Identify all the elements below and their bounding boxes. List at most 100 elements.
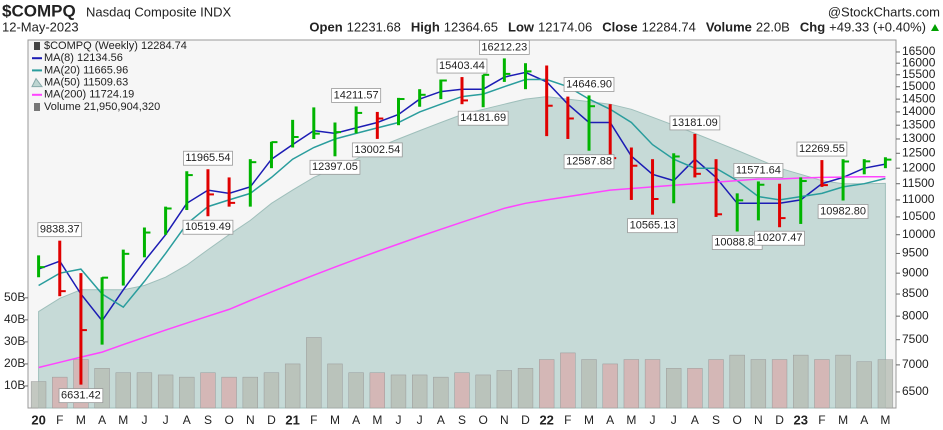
x-tick-label: O xyxy=(733,413,742,427)
x-tick-label: N xyxy=(754,413,763,427)
annotation: 13181.09 xyxy=(672,117,718,129)
x-tick-label: A xyxy=(606,413,614,427)
annotation-box xyxy=(733,163,784,178)
volume-bar xyxy=(771,359,788,409)
volume-bar xyxy=(348,372,364,409)
annotation-box xyxy=(351,142,403,158)
annotation-box xyxy=(183,150,233,166)
annotation-box xyxy=(37,222,83,238)
annotation: 9838.37 xyxy=(40,224,80,236)
volume-bar xyxy=(30,381,47,409)
annotation: 12397.05 xyxy=(312,161,358,173)
x-tick-label: A xyxy=(352,413,360,427)
volume-bar xyxy=(496,370,513,409)
legend-entry: Volume 21,950,904,320 xyxy=(44,101,160,113)
x-tick-label: 21 xyxy=(285,412,299,427)
x-tick-label: A xyxy=(183,413,191,427)
y-tick-label: 11000 xyxy=(902,192,935,206)
legend-entry: MA(8) 12134.56 xyxy=(44,52,123,64)
quote-label: Low xyxy=(508,19,535,34)
y2-tick-label: 30B xyxy=(4,334,25,348)
volume-bar xyxy=(708,359,724,409)
y-tick-label: 10500 xyxy=(902,209,936,223)
subtitle: Nasdaq Composite INDX xyxy=(86,4,232,19)
y-tick-label: 10000 xyxy=(902,227,936,241)
annotation-box xyxy=(627,218,678,234)
annotation-box xyxy=(754,230,805,246)
y-tick-label: 15000 xyxy=(902,79,936,93)
x-tick-label: F xyxy=(56,413,63,427)
y-tick-label: 16000 xyxy=(902,55,936,69)
x-tick-label: J xyxy=(650,413,656,427)
x-tick-label: J xyxy=(671,413,677,427)
x-tick-label: J xyxy=(395,413,401,427)
x-tick-label: A xyxy=(860,413,868,427)
x-tick-label: 20 xyxy=(31,412,45,427)
quote-value: 22.0B xyxy=(756,19,790,34)
x-tick-label: M xyxy=(626,413,636,427)
annotation-box xyxy=(669,115,721,131)
volume-bar xyxy=(750,359,767,409)
quote-label: Chg xyxy=(800,19,825,34)
y-tick-label: 8500 xyxy=(902,286,929,300)
x-tick-label: 22 xyxy=(539,412,553,427)
annotation: 10088.83 xyxy=(714,236,760,248)
x-tick-label: J xyxy=(417,413,423,427)
volume-bar xyxy=(856,361,872,409)
y2-tick-label: 10B xyxy=(4,378,25,392)
annotation-box xyxy=(457,110,509,126)
volume-bar xyxy=(475,374,491,409)
volume-bar xyxy=(517,368,534,409)
x-tick-label: F xyxy=(564,413,571,427)
volume-bar xyxy=(877,359,894,409)
annotation: 6631.42 xyxy=(61,390,101,402)
x-tick-label: N xyxy=(246,413,255,427)
quote-value: 12284.74 xyxy=(642,19,696,34)
quote-value: 12231.68 xyxy=(347,19,401,34)
volume-bar xyxy=(666,368,682,409)
annotation: 14181.69 xyxy=(460,112,506,124)
annotation: 14646.90 xyxy=(566,78,612,90)
volume-bar xyxy=(200,372,216,409)
x-tick-label: A xyxy=(437,413,445,427)
annotation: 10982.80 xyxy=(820,205,866,217)
y-tick-label: 9000 xyxy=(902,265,929,279)
legend-swatch xyxy=(31,77,43,88)
volume-bar xyxy=(306,337,322,409)
y-tick-label: 16500 xyxy=(902,44,936,58)
annotation: 12587.88 xyxy=(566,156,612,168)
volume-bar xyxy=(623,359,640,409)
y2-tick-label: 20B xyxy=(4,356,25,370)
annotation: 10207.47 xyxy=(757,232,803,244)
x-tick-label: A xyxy=(691,413,699,427)
y-tick-label: 7500 xyxy=(902,332,929,346)
y-tick-label: 6500 xyxy=(902,384,929,398)
x-tick-label: S xyxy=(204,413,212,427)
annotation: 11571.64 xyxy=(736,164,781,176)
volume-bar xyxy=(115,372,131,409)
y-tick-label: 12000 xyxy=(902,160,936,174)
quote-label: Open xyxy=(309,19,342,34)
x-tick-label: M xyxy=(330,413,340,427)
x-tick-label: D xyxy=(775,413,784,427)
annotation-box xyxy=(309,159,361,175)
x-tick-label: M xyxy=(76,413,86,427)
legend-swatch xyxy=(34,103,40,111)
annotation: 10519.49 xyxy=(185,221,231,233)
annotation: 14211.57 xyxy=(334,89,379,101)
volume-bar xyxy=(560,352,576,409)
quote-label: High xyxy=(411,19,440,34)
y-tick-label: 7000 xyxy=(902,357,929,371)
quote-value: 12364.65 xyxy=(444,19,498,34)
volume-bar xyxy=(136,372,153,409)
x-tick-label: F xyxy=(310,413,317,427)
annotation: 10565.13 xyxy=(630,220,676,232)
x-tick-label: F xyxy=(818,413,825,427)
annotation-box xyxy=(563,77,615,92)
legend-entry: MA(200) 11724.19 xyxy=(44,89,134,101)
x-tick-label: O xyxy=(478,413,487,427)
y-tick-label: 11500 xyxy=(902,176,935,190)
y2-tick-label: 40B xyxy=(4,312,25,326)
legend-entry: $COMPQ (Weekly) 12284.74 xyxy=(44,40,187,52)
